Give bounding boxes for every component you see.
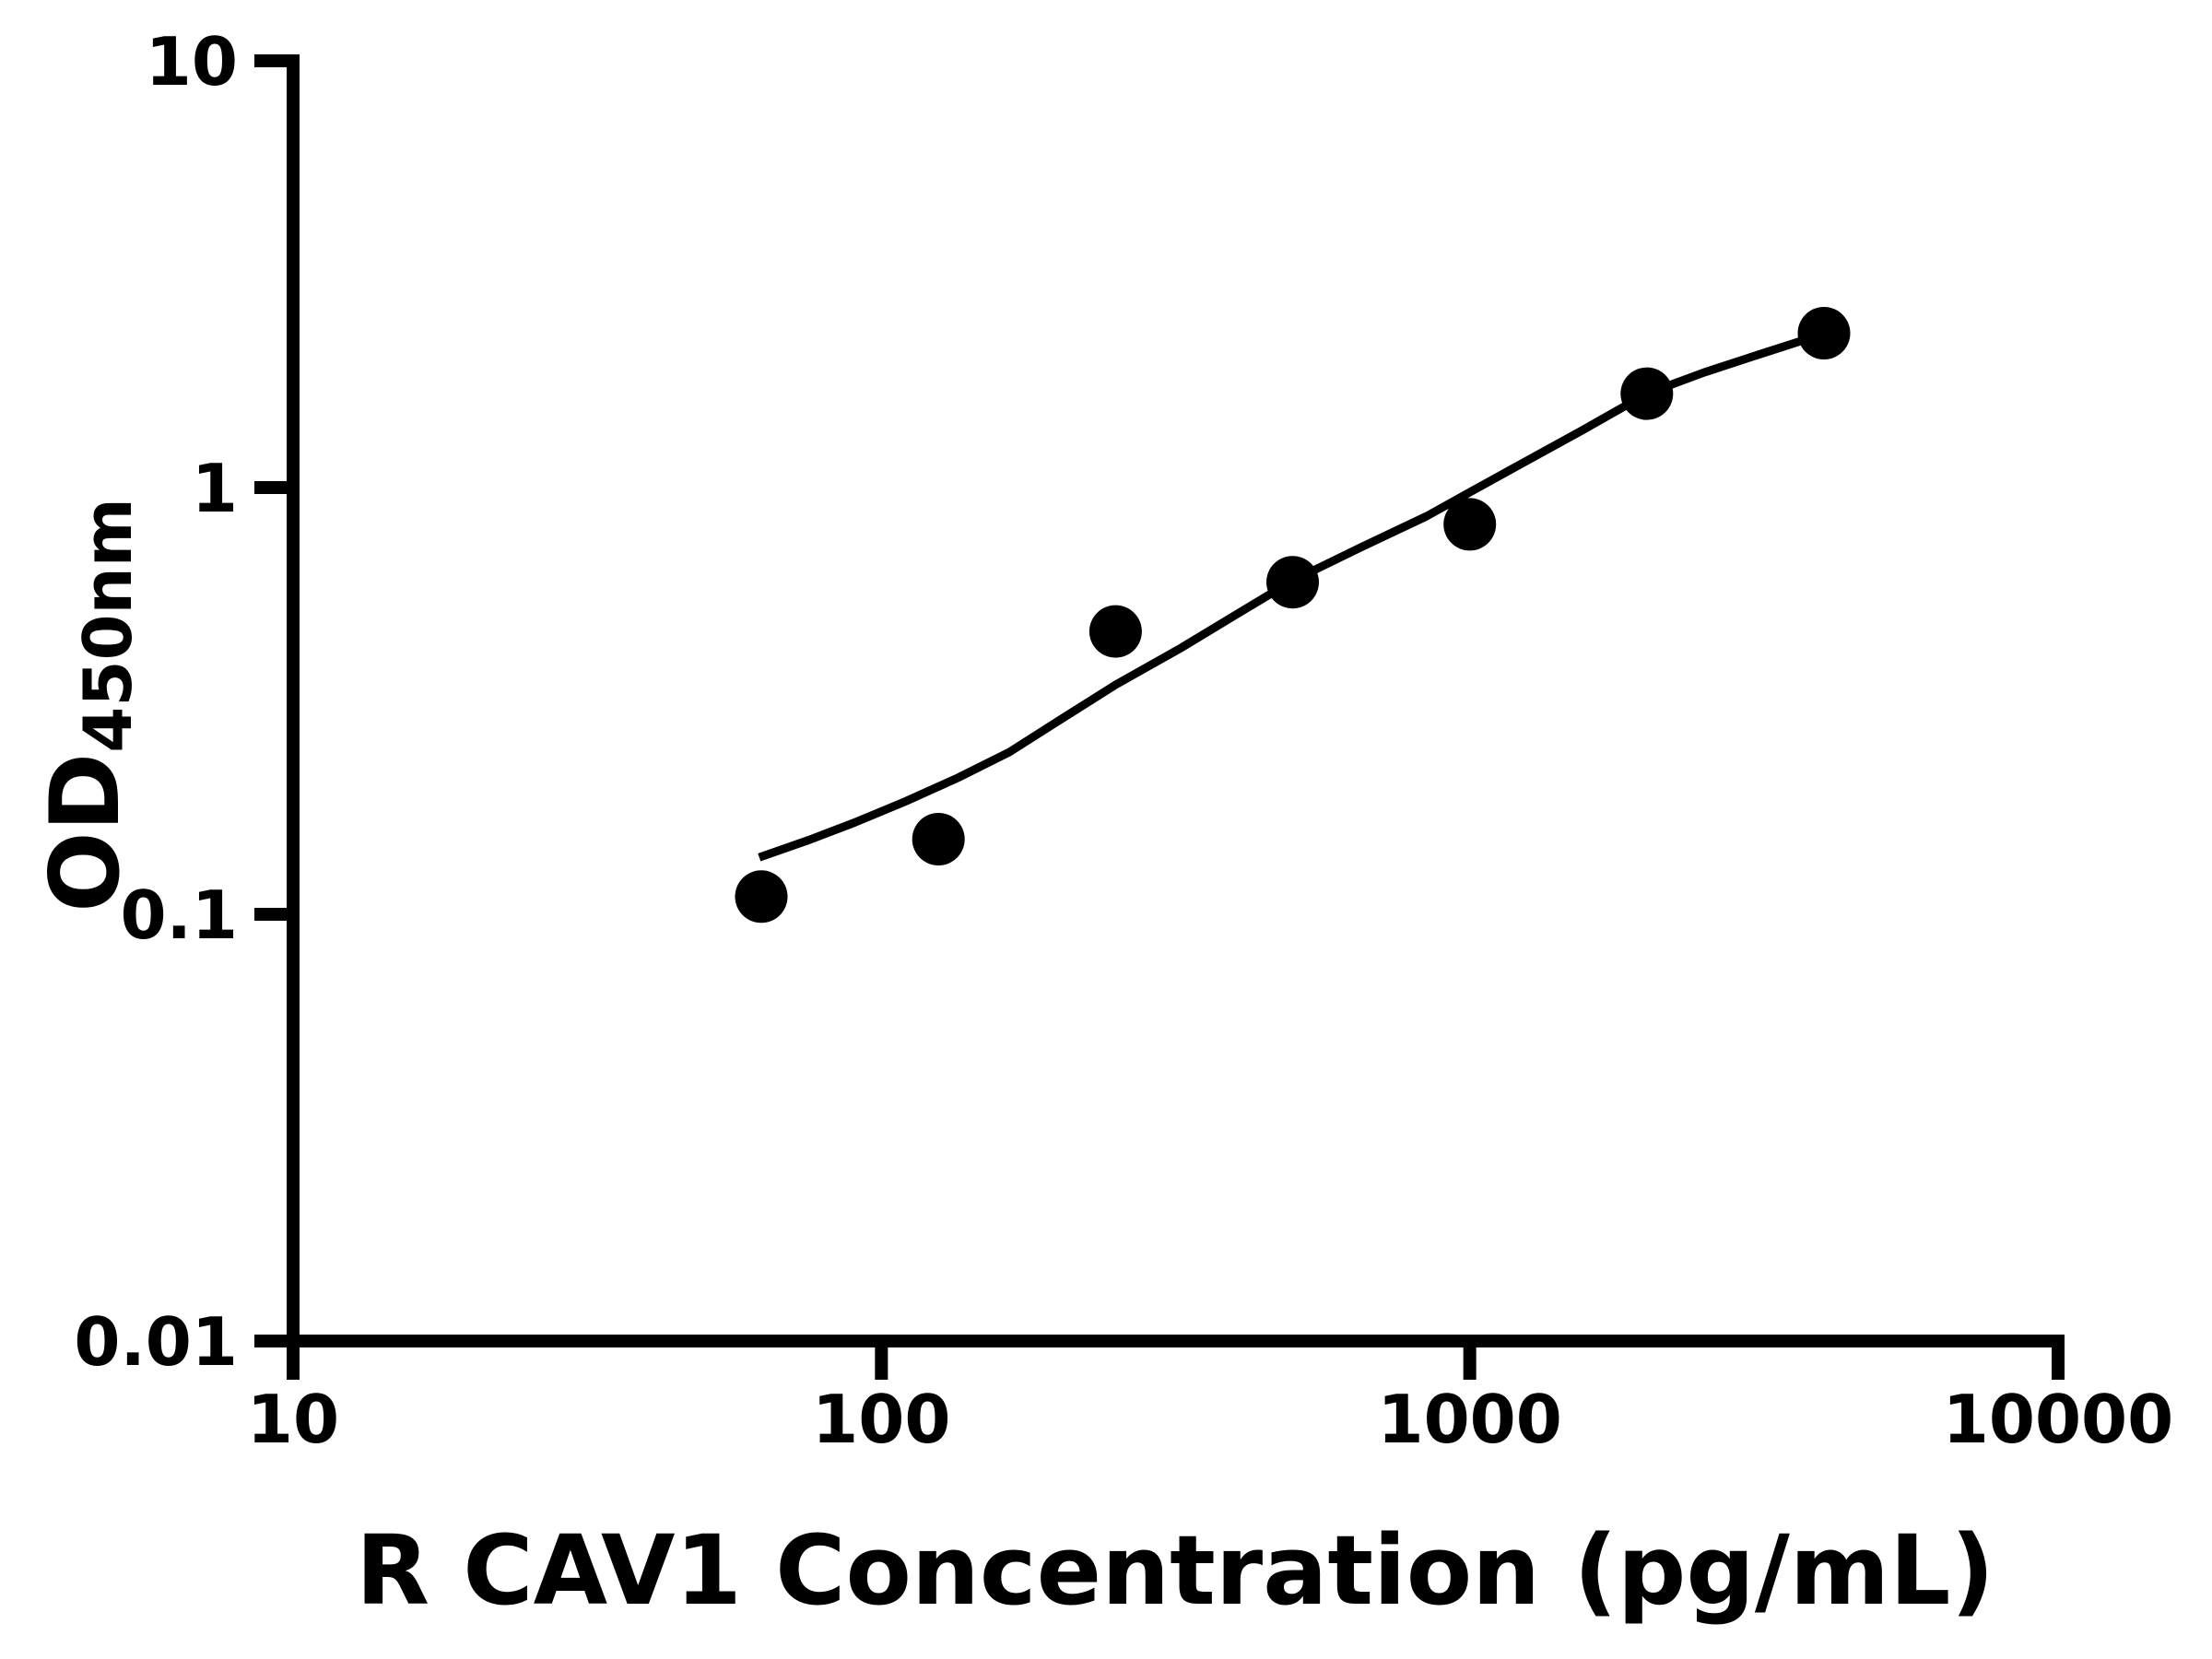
x-tick-label: 100: [812, 1381, 950, 1458]
y-tick-label: 10: [146, 23, 238, 100]
data-point: [1088, 605, 1142, 658]
y-axis-title-subscript: 450nm: [69, 498, 147, 753]
y-axis-title: OD450nm: [30, 498, 147, 912]
y-tick-label: 0.01: [74, 1303, 238, 1381]
y-axis-title-base: OD: [30, 753, 141, 912]
plot-area: 0.01 0.1 1 10 10 100 1000 10000: [74, 23, 2173, 1458]
x-axis-title: R CAV1 Concentration (pg/mL): [356, 1514, 1994, 1627]
x-tick-label: 10000: [1943, 1381, 2174, 1458]
data-point: [912, 813, 965, 865]
data-point: [735, 870, 788, 924]
x-tick-label: 10: [247, 1381, 339, 1458]
y-tick-label: 0.1: [120, 877, 238, 954]
x-tick-label: 1000: [1377, 1381, 1561, 1458]
y-tick-label: 1: [192, 450, 238, 527]
data-point: [1443, 498, 1497, 551]
fitted-curve: [758, 329, 1827, 862]
